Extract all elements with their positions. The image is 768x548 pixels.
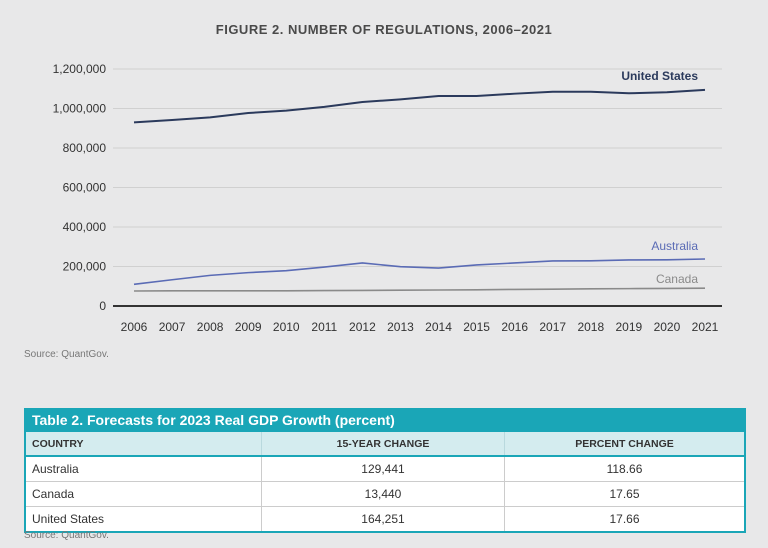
x-tick-label: 2006 <box>121 320 148 334</box>
line-chart: 0 200,000 400,000 600,000 800,000 1,000,000 1,… <box>53 62 722 334</box>
x-tick-label: 2012 <box>349 320 376 334</box>
cell-country: United States <box>26 506 262 531</box>
x-tick-label: 2013 <box>387 320 414 334</box>
x-tick-label: 2007 <box>159 320 186 334</box>
header-percent-change: PERCENT CHANGE <box>504 432 744 457</box>
series-line-canada <box>133 287 706 292</box>
cell-percent: 17.65 <box>504 481 744 507</box>
y-tick-label: 1,200,000 <box>53 62 107 76</box>
series-line-united-states <box>133 88 706 124</box>
x-tick-label: 2014 <box>425 320 452 334</box>
table-row: Canada 13,440 17.65 <box>26 481 744 507</box>
cell-percent: 17.66 <box>609 512 640 526</box>
x-tick-label: 2019 <box>616 320 643 334</box>
series-label: Australia <box>651 239 698 253</box>
series-line-australia <box>133 258 706 286</box>
y-tick-label: 800,000 <box>63 141 107 155</box>
table-source: Source: QuantGov. <box>24 530 109 541</box>
y-tick-label: 200,000 <box>63 260 107 274</box>
cell-change: 129,441 <box>261 456 505 482</box>
x-tick-label: 2009 <box>235 320 262 334</box>
x-tick-label: 2016 <box>501 320 528 334</box>
table-title: Table 2. Forecasts for 2023 Real GDP Gro… <box>26 408 744 432</box>
cell-change: 13,440 <box>261 481 505 507</box>
x-tick-label: 2011 <box>311 320 337 334</box>
figure-source: Source: QuantGov. <box>24 349 109 360</box>
x-tick-label: 2015 <box>463 320 490 334</box>
table-row: United States 164,251 17.66 <box>26 506 744 531</box>
forecast-table: Table 2. Forecasts for 2023 Real GDP Gro… <box>24 408 746 533</box>
cell-percent: 118.66 <box>504 456 744 482</box>
header-15-year-change: 15-YEAR CHANGE <box>261 432 505 457</box>
cell-country: Canada <box>26 481 262 507</box>
y-tick-label: 600,000 <box>63 181 107 195</box>
x-tick-label: 2021 <box>692 320 719 334</box>
y-tick-label: 1,000,000 <box>53 102 107 116</box>
x-tick-label: 2010 <box>273 320 300 334</box>
x-tick-label: 2008 <box>197 320 224 334</box>
series-label: Canada <box>656 272 698 286</box>
y-tick-label: 400,000 <box>63 220 107 234</box>
figure-title: FIGURE 2. NUMBER OF REGULATIONS, 2006–20… <box>215 22 553 37</box>
x-tick-label: 2017 <box>539 320 566 334</box>
x-tick-label: 2020 <box>654 320 681 334</box>
cell-country: Australia <box>26 456 262 482</box>
series-label: United States <box>621 69 698 83</box>
y-tick-label: 0 <box>99 299 106 313</box>
x-tick-label: 2018 <box>577 320 604 334</box>
cell-change: 164,251 <box>261 506 505 531</box>
header-country: COUNTRY <box>26 432 262 457</box>
table-row: Australia 129,441 118.66 <box>26 456 744 482</box>
